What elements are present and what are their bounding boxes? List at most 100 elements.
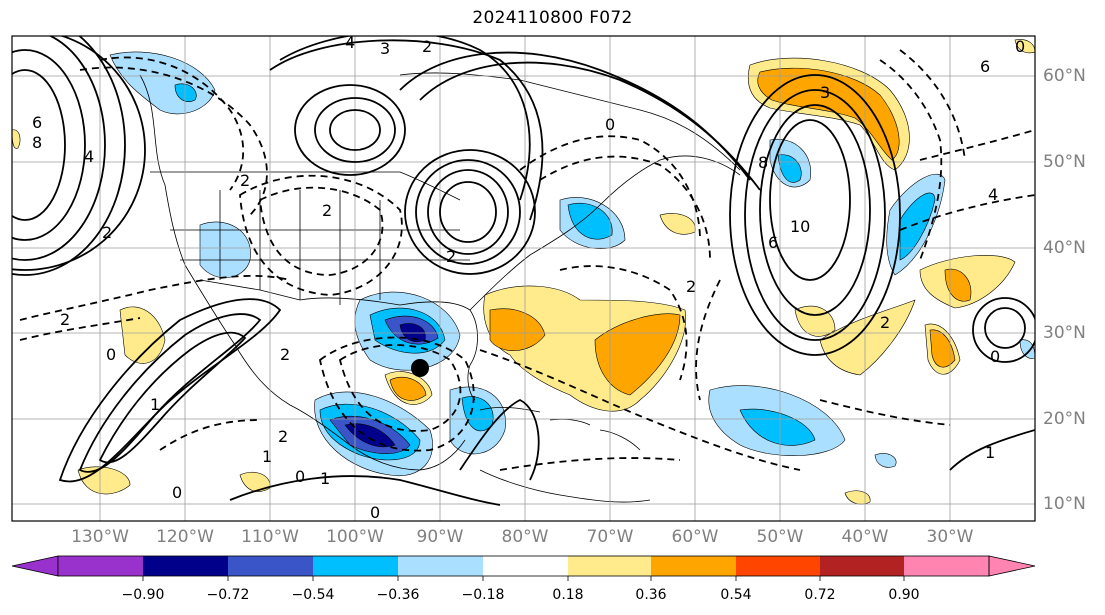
colorbar-bin [398,556,483,576]
shade-negative-mid [739,408,816,446]
great-lakes-contour [427,169,509,255]
east-atlantic-contour [984,307,1026,349]
low-west-contour [12,49,86,241]
shade-positive-light [819,299,916,376]
contour-label: 2 [686,277,696,296]
south-dashed-contour [819,399,951,426]
solid-contours [12,36,1035,506]
colorbar-bin [483,556,568,576]
colorbar-tick-label: 0.36 [635,587,667,603]
contour-label: 4 [988,185,998,204]
contour-label: 8 [758,153,768,172]
colorbar-bin [58,556,143,576]
atlantic-coast [469,155,741,311]
colorbar-bin [313,556,398,576]
atlantic-ridge-contour [729,74,901,356]
contour-label: 8 [32,133,42,152]
shade-positive-mid [489,308,546,351]
atlantic-dashed-contour [695,279,721,401]
atlantic-ridge-contour [744,89,886,341]
southwest-trough-contour [78,313,262,473]
colorbar-tick-label: 0.18 [552,587,584,603]
contour-label: 1 [262,447,272,466]
west-dashed-contour [79,66,268,216]
great-lakes-contour [415,159,521,265]
contour-label: 2 [880,313,890,332]
shade-negative-mid [567,203,613,240]
west-dashed-contour [19,275,291,321]
contour-label: 6 [980,57,990,76]
colorbar-tick-label: −0.90 [121,587,165,603]
contour-label: 0 [990,347,1000,366]
lat-label: 60°N [1043,66,1086,86]
colorbar-bin [568,556,651,576]
lon-label: 60°W [671,527,719,547]
colorbar-tick-label: −0.36 [376,587,420,603]
central-dashed-contour [259,186,384,276]
map-area: 4 3 2 6 8 4 2 0 2 2 2 0 6 8 10 6 4 3 2 2… [12,36,1035,522]
contour-label: 1 [150,395,160,414]
colorbar-tick-label: −0.72 [206,587,250,603]
colorbar-frame [57,555,990,577]
contour-label: 2 [322,201,332,220]
shade-positive-mid [389,376,427,401]
contour-label: 0 [370,503,380,522]
canada-contour [329,109,381,151]
contour-label: 0 [605,115,615,134]
upper-arc-contour [419,61,761,191]
contour-label: 3 [820,83,830,102]
low-west-contour [12,69,66,221]
upper-arc-contour [269,39,544,221]
contour-label: 2 [278,427,288,446]
state-border [170,229,470,261]
lon-label: 70°W [586,527,634,547]
shade-positive-light [844,490,871,505]
map-title: 2024110800 F072 [472,8,633,28]
map-frame [11,35,1036,522]
colorbar-tick-label: 0.54 [720,587,752,603]
storm-center-dot [411,359,429,377]
contour-label: 0 [106,345,116,364]
canada-contour [314,97,396,163]
west-dashed-contour [19,317,141,341]
coastlines [139,72,741,503]
east-dashed-contour [899,194,1035,231]
shade-positive-light [77,466,131,495]
colorbar-tick-label: 0.72 [804,587,836,603]
state-border [219,190,381,305]
caribbean-contour [459,398,540,481]
colorbar-tick-label: −0.54 [291,587,335,603]
atlantic-dashed-contour [559,265,688,381]
southeast-contour [949,429,1035,471]
southwest-trough-contour [98,331,247,464]
contour-label: 3 [380,39,390,58]
south-contour [229,475,501,506]
shade-positive-mid [594,313,681,396]
atlantic-ridge-contour [759,104,871,316]
contour-label: 6 [768,233,778,252]
colorbar-tick-label: −0.18 [461,587,505,603]
lon-label: 30°W [926,527,974,547]
lat-label: 10°N [1043,494,1086,514]
great-lakes-contour [439,181,497,243]
colorbar-bin [904,556,989,576]
lon-label: 40°W [841,527,889,547]
east-dashed-contour [899,49,966,161]
contour-label: 10 [790,217,810,236]
shade-negative-light [1019,339,1035,359]
lon-label: 90°W [416,527,464,547]
contour-label: 2 [446,247,456,266]
shade-positive-mid [757,67,900,161]
atlantic-dashed-contour [539,155,711,261]
gulf-dashed-contour [338,344,462,432]
colorbar [11,555,1036,581]
shade-negative-light [874,453,897,468]
lon-label: 130°W [71,527,129,547]
southwest-trough-contour [58,298,282,483]
colorbar-bin [820,556,904,576]
lon-label: 50°W [756,527,804,547]
contour-label: 2 [422,37,432,56]
lon-label: 80°W [501,527,549,547]
west-dashed-contour [99,56,245,191]
